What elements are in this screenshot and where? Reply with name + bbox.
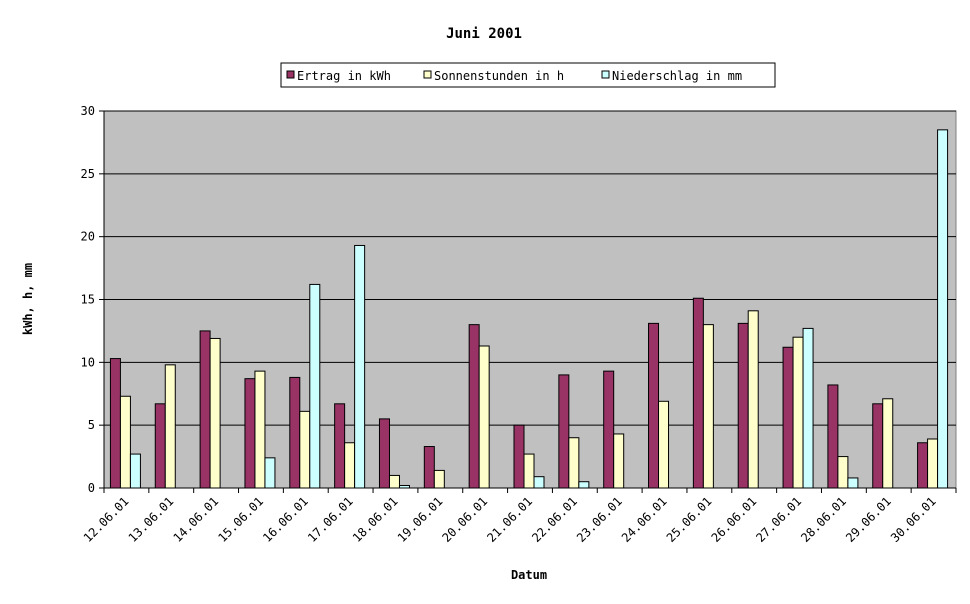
- legend-swatch-sonnenstunden: [423, 70, 432, 79]
- y-tick-label: 30: [81, 104, 95, 118]
- bar-ertrag: [558, 374, 570, 489]
- bar-ertrag: [872, 403, 884, 489]
- x-tick-label: 20.06.01: [440, 494, 491, 545]
- bar-sonnenstunden: [388, 474, 400, 489]
- bar-sonnenstunden: [658, 400, 670, 489]
- legend: Ertrag in kWh Sonnenstunden in h Nieders…: [280, 62, 776, 88]
- x-tick-label: 17.06.01: [305, 494, 356, 545]
- x-tick-label: 23.06.01: [574, 494, 625, 545]
- bar-niederschlag: [264, 457, 276, 489]
- legend-box: [280, 62, 776, 88]
- bar-sonnenstunden: [433, 469, 445, 489]
- x-tick-label: 25.06.01: [664, 494, 715, 545]
- bar-sonnenstunden: [299, 410, 311, 489]
- bar-sonnenstunden: [254, 370, 266, 489]
- bar-niederschlag: [578, 481, 590, 489]
- bar-niederschlag: [354, 244, 366, 489]
- bar-sonnenstunden: [164, 364, 176, 489]
- chart-title: Juni 2001: [446, 26, 522, 42]
- bar-ertrag: [827, 384, 839, 489]
- bar-sonnenstunden: [613, 433, 625, 489]
- bar-ertrag: [199, 330, 211, 489]
- bar-niederschlag: [129, 453, 141, 489]
- legend-label-ertrag: Ertrag in kWh: [297, 69, 391, 83]
- bar-niederschlag: [937, 129, 949, 489]
- legend-label-niederschlag: Niederschlag in mm: [612, 69, 742, 83]
- y-tick-label: 5: [88, 418, 95, 432]
- legend-label-sonnenstunden: Sonnenstunden in h: [434, 69, 564, 83]
- bar-niederschlag: [533, 476, 545, 489]
- bar-niederschlag: [309, 283, 321, 489]
- bar-ertrag: [289, 376, 301, 489]
- axes: [99, 110, 957, 493]
- bar-ertrag: [603, 370, 615, 489]
- bar-ertrag: [334, 403, 346, 489]
- bar-ertrag: [648, 322, 660, 489]
- x-tick-label: 22.06.01: [529, 494, 580, 545]
- x-axis-title: Datum: [511, 568, 547, 582]
- bar-ertrag: [378, 418, 390, 489]
- x-tick-labels: 12.06.0113.06.0114.06.0115.06.0116.06.01…: [81, 494, 939, 545]
- bar-sonnenstunden: [927, 438, 939, 489]
- bar-sonnenstunden: [119, 395, 131, 489]
- bar-sonnenstunden: [792, 336, 804, 489]
- x-tick-label: 27.06.01: [753, 494, 804, 545]
- x-tick-label: 21.06.01: [484, 494, 535, 545]
- bar-ertrag: [244, 378, 256, 489]
- x-tick-label: 29.06.01: [843, 494, 894, 545]
- bar-sonnenstunden: [523, 453, 535, 489]
- y-tick-labels: 0 5 10 15 20 25 30: [81, 104, 95, 495]
- y-axis-title: kWh, h, mm: [21, 263, 35, 335]
- x-tick-label: 24.06.01: [619, 494, 670, 545]
- x-tick-label: 14.06.01: [170, 494, 221, 545]
- bar-sonnenstunden: [344, 442, 356, 489]
- bar-ertrag: [423, 446, 435, 489]
- bar-niederschlag: [847, 477, 859, 489]
- y-tick-label: 15: [81, 293, 95, 307]
- bar-ertrag: [737, 322, 749, 489]
- legend-swatch-ertrag: [286, 70, 295, 79]
- legend-swatch-niederschlag: [601, 70, 610, 79]
- bar-ertrag: [468, 324, 480, 489]
- bar-ertrag: [109, 358, 121, 489]
- bar-sonnenstunden: [478, 345, 490, 489]
- bar-sonnenstunden: [702, 324, 714, 489]
- bar-ertrag: [513, 424, 525, 489]
- x-tick-label: 26.06.01: [709, 494, 760, 545]
- y-tick-label: 10: [81, 355, 95, 369]
- bar-niederschlag: [802, 327, 814, 489]
- x-tick-label: 12.06.01: [81, 494, 132, 545]
- x-tick-label: 16.06.01: [260, 494, 311, 545]
- bar-sonnenstunden: [882, 398, 894, 489]
- y-tick-label: 25: [81, 167, 95, 181]
- bar-sonnenstunden: [837, 456, 849, 489]
- bar-ertrag: [917, 442, 929, 489]
- x-tick-label: 13.06.01: [126, 494, 177, 545]
- x-tick-label: 28.06.01: [798, 494, 849, 545]
- bar-sonnenstunden: [568, 437, 580, 489]
- x-tick-label: 18.06.01: [350, 494, 401, 545]
- x-tick-label: 30.06.01: [888, 494, 939, 545]
- bar-sonnenstunden: [209, 337, 221, 489]
- bar-ertrag: [692, 297, 704, 489]
- y-tick-label: 20: [81, 230, 95, 244]
- bar-sonnenstunden: [747, 310, 759, 489]
- x-tick-label: 19.06.01: [395, 494, 446, 545]
- bar-ertrag: [782, 346, 794, 489]
- x-tick-label: 15.06.01: [215, 494, 266, 545]
- y-tick-label: 0: [88, 481, 95, 495]
- bar-ertrag: [154, 403, 166, 489]
